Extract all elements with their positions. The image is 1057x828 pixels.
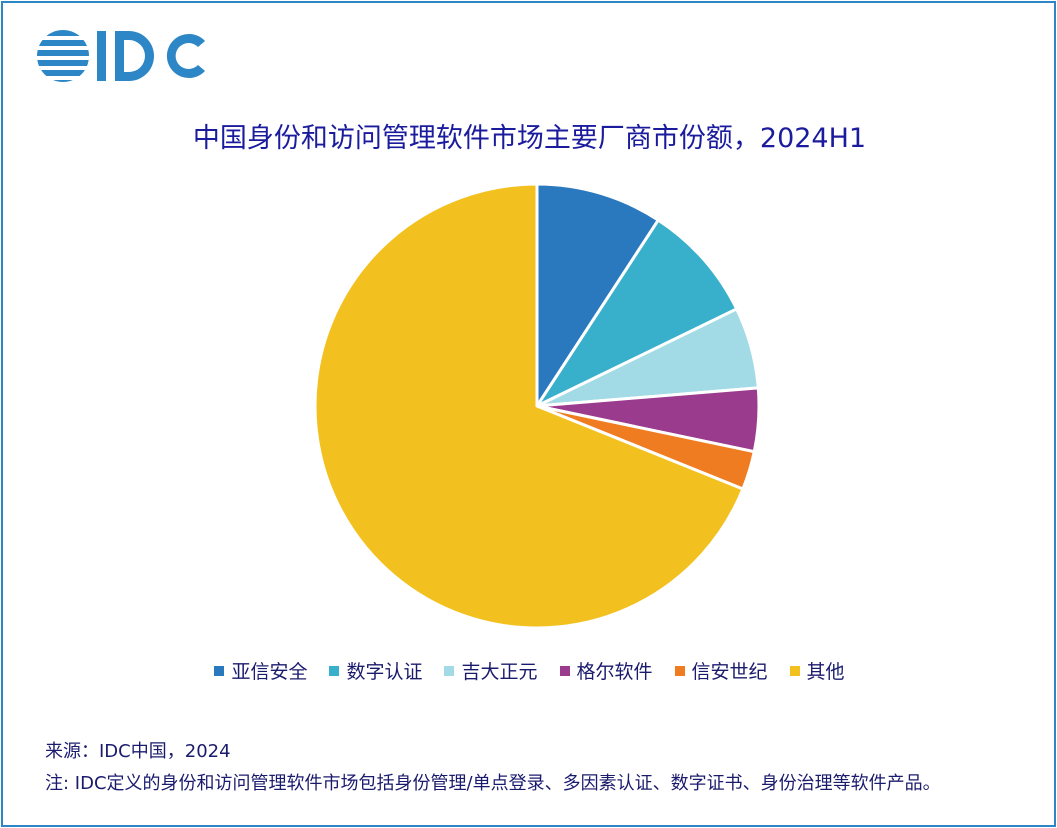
- legend-swatch: [559, 665, 570, 676]
- legend-item-1: 亚信安全: [214, 657, 307, 684]
- legend-swatch: [329, 665, 340, 676]
- legend-item-6: 其他: [789, 657, 845, 684]
- source-text: 来源：IDC中国，2024: [45, 741, 231, 762]
- note-text: 注: IDC定义的身份和访问管理软件市场包括身份管理/单点登录、多因素认证、数字…: [45, 773, 941, 794]
- legend-swatch: [214, 665, 225, 676]
- legend-item-5: 信安世纪: [674, 657, 768, 684]
- legend-label: 其他: [806, 661, 845, 683]
- legend-label: 信安世纪: [691, 661, 768, 683]
- legend-label: 亚信安全: [231, 661, 308, 683]
- chart-title: 中国身份和访问管理软件市场主要厂商市份额，2024H1: [192, 123, 867, 154]
- idc-logo: [37, 30, 205, 82]
- legend-label: 吉大正元: [461, 661, 538, 683]
- legend-swatch: [674, 665, 685, 676]
- legend-swatch: [789, 665, 800, 676]
- legend-label: 数字认证: [346, 661, 423, 683]
- legend-swatch: [444, 665, 455, 676]
- legend-item-4: 格尔软件: [559, 657, 653, 684]
- pie-slice-6: [313, 182, 745, 630]
- pie-slice-1: [535, 182, 660, 408]
- legend-item-3: 吉大正元: [444, 657, 538, 684]
- legend-label: 格尔软件: [576, 661, 653, 683]
- pie-slice-2: [535, 218, 739, 408]
- legend-item-2: 数字认证: [329, 657, 422, 684]
- legend: 亚信安全 数字认证 吉大正元 格尔软件 信安世纪 其他: [3, 657, 1056, 684]
- pie-chart: [313, 182, 761, 630]
